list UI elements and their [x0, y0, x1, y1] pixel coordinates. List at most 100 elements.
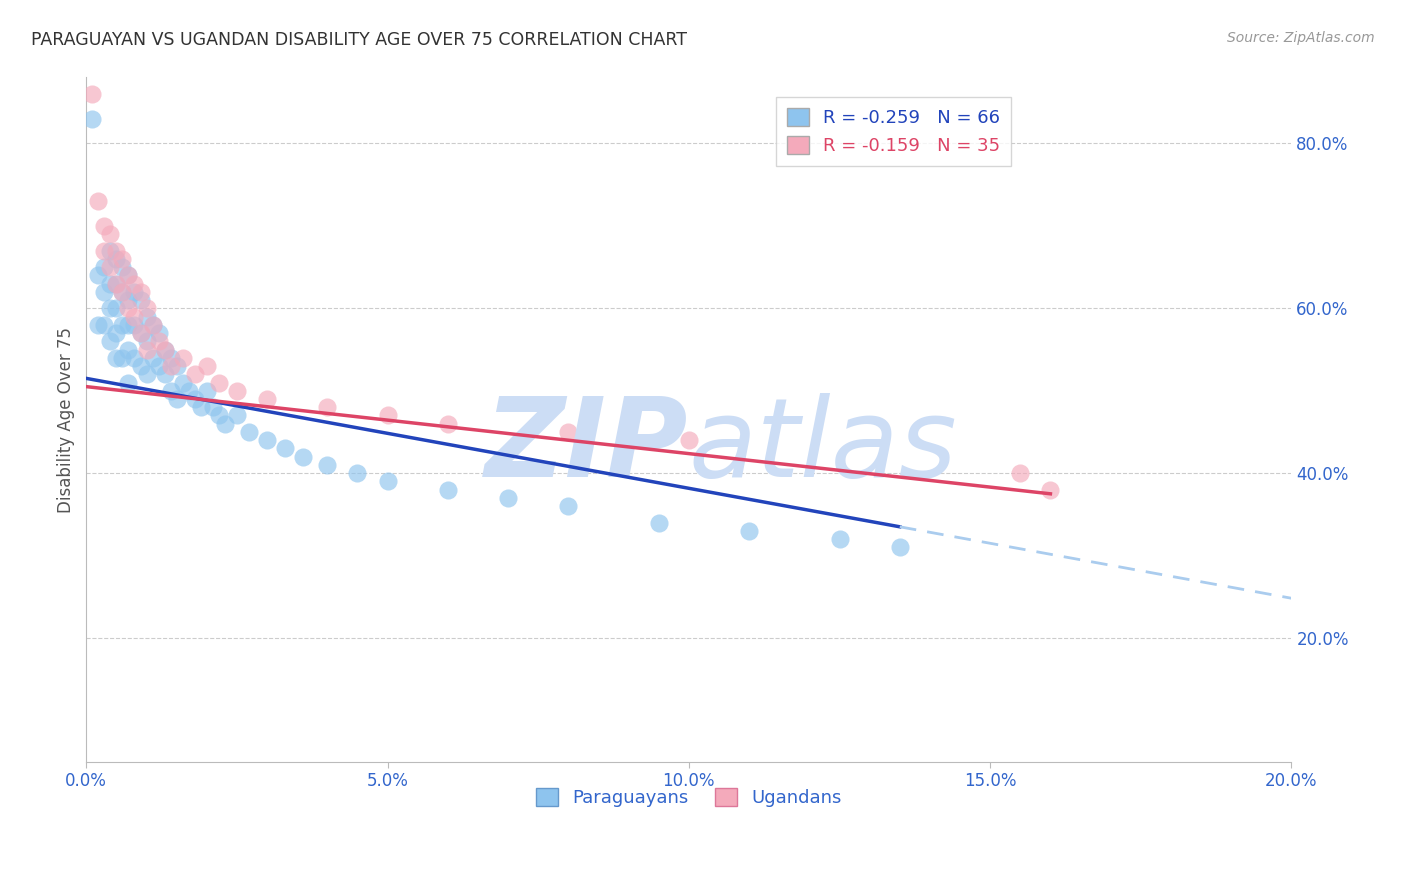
Text: ZIP: ZIP	[485, 393, 689, 500]
Point	[93, 260, 115, 274]
Text: PARAGUAYAN VS UGANDAN DISABILITY AGE OVER 75 CORRELATION CHART: PARAGUAYAN VS UGANDAN DISABILITY AGE OVE…	[31, 31, 688, 49]
Point	[166, 359, 188, 373]
Point	[117, 343, 139, 357]
Point	[195, 359, 218, 373]
Point	[117, 318, 139, 332]
Point	[190, 401, 212, 415]
Point	[226, 409, 249, 423]
Point	[100, 244, 122, 258]
Point	[135, 310, 157, 324]
Point	[87, 268, 110, 283]
Point	[105, 244, 128, 258]
Point	[678, 434, 700, 448]
Point	[105, 277, 128, 291]
Point	[82, 112, 104, 126]
Point	[238, 425, 260, 439]
Point	[117, 293, 139, 307]
Point	[100, 227, 122, 241]
Point	[105, 326, 128, 340]
Point	[129, 359, 152, 373]
Point	[111, 252, 134, 266]
Point	[105, 351, 128, 365]
Point	[557, 425, 579, 439]
Point	[93, 318, 115, 332]
Point	[100, 334, 122, 349]
Point	[124, 318, 146, 332]
Point	[214, 417, 236, 431]
Point	[159, 384, 181, 398]
Point	[100, 277, 122, 291]
Text: atlas: atlas	[689, 393, 957, 500]
Point	[135, 334, 157, 349]
Point	[117, 376, 139, 390]
Point	[159, 351, 181, 365]
Point	[889, 541, 911, 555]
Point	[135, 343, 157, 357]
Point	[135, 368, 157, 382]
Point	[184, 368, 207, 382]
Point	[117, 268, 139, 283]
Point	[828, 532, 851, 546]
Point	[82, 87, 104, 101]
Point	[148, 359, 170, 373]
Point	[105, 301, 128, 316]
Point	[87, 318, 110, 332]
Point	[111, 351, 134, 365]
Point	[111, 285, 134, 299]
Point	[124, 351, 146, 365]
Point	[437, 483, 460, 497]
Point	[142, 318, 165, 332]
Point	[166, 392, 188, 406]
Point	[256, 392, 278, 406]
Point	[172, 351, 194, 365]
Point	[1010, 466, 1032, 480]
Point	[111, 260, 134, 274]
Point	[124, 285, 146, 299]
Point	[557, 499, 579, 513]
Point	[129, 293, 152, 307]
Text: Source: ZipAtlas.com: Source: ZipAtlas.com	[1227, 31, 1375, 45]
Point	[111, 318, 134, 332]
Point	[148, 334, 170, 349]
Point	[100, 260, 122, 274]
Point	[100, 301, 122, 316]
Point	[184, 392, 207, 406]
Point	[208, 409, 231, 423]
Point	[124, 310, 146, 324]
Point	[208, 376, 231, 390]
Point	[105, 252, 128, 266]
Point	[437, 417, 460, 431]
Point	[226, 384, 249, 398]
Point	[111, 285, 134, 299]
Point	[105, 277, 128, 291]
Point	[124, 277, 146, 291]
Point	[377, 475, 399, 489]
Point	[316, 401, 339, 415]
Point	[159, 359, 181, 373]
Point	[172, 376, 194, 390]
Point	[648, 516, 671, 530]
Point	[292, 450, 315, 464]
Point	[274, 442, 297, 456]
Point	[377, 409, 399, 423]
Point	[129, 285, 152, 299]
Point	[346, 466, 368, 480]
Y-axis label: Disability Age Over 75: Disability Age Over 75	[58, 326, 75, 513]
Point	[738, 524, 761, 538]
Point	[177, 384, 200, 398]
Point	[142, 318, 165, 332]
Point	[153, 343, 176, 357]
Point	[316, 458, 339, 472]
Point	[129, 326, 152, 340]
Point	[135, 301, 157, 316]
Point	[93, 219, 115, 233]
Point	[93, 285, 115, 299]
Point	[201, 401, 224, 415]
Point	[93, 244, 115, 258]
Point	[153, 343, 176, 357]
Point	[142, 351, 165, 365]
Point	[117, 301, 139, 316]
Point	[195, 384, 218, 398]
Point	[129, 326, 152, 340]
Point	[117, 268, 139, 283]
